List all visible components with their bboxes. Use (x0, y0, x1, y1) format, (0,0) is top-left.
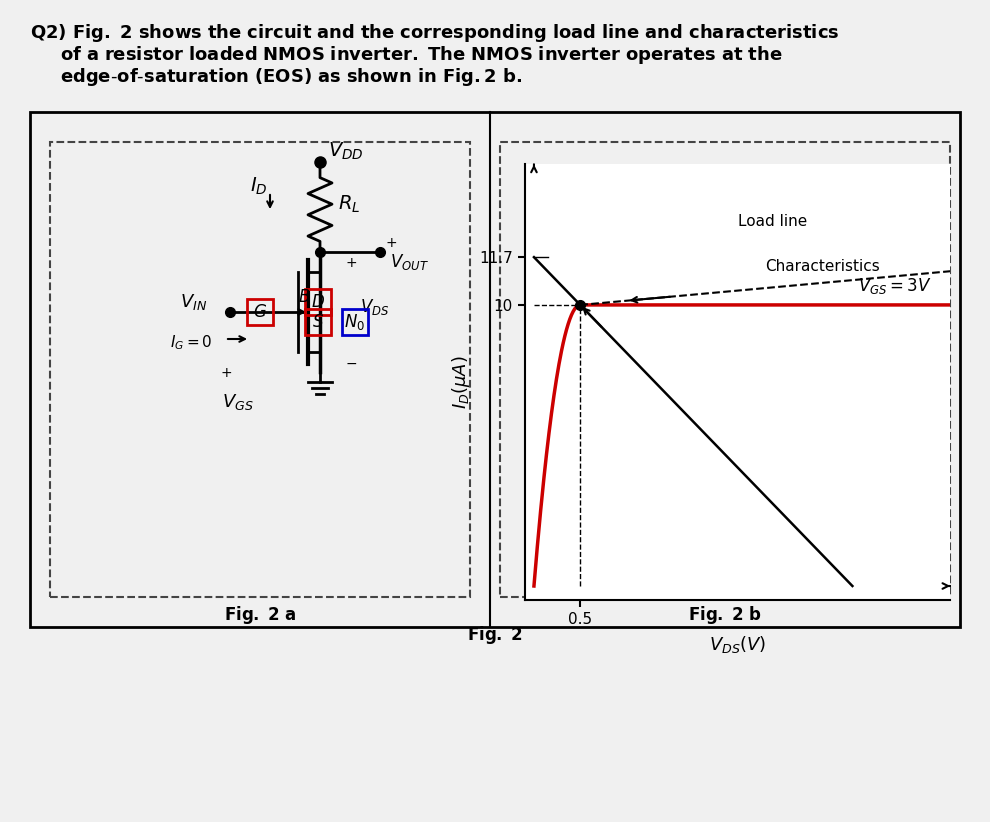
Text: $I_D$: $I_D$ (250, 176, 267, 197)
Text: Load line: Load line (738, 215, 807, 229)
Bar (500, 142, 950, 597)
Text: $V_{OUT}$: $V_{OUT}$ (390, 252, 429, 272)
Text: $\mathbf{edge\text{-}of\text{-}saturation\ (EOS)\ as\ shown\ in\ Fig.2\ b.}$: $\mathbf{edge\text{-}of\text{-}saturatio… (60, 66, 522, 88)
Text: $B$: $B$ (298, 288, 311, 306)
Bar (305, 289, 331, 315)
Text: $+$: $+$ (345, 256, 357, 270)
Text: $V_{DD}$: $V_{DD}$ (328, 141, 363, 162)
Text: $V_{GS}$: $V_{GS}$ (222, 392, 253, 412)
Y-axis label: $I_D(\mu A)$: $I_D(\mu A)$ (450, 355, 472, 409)
Text: $D$: $D$ (311, 293, 325, 311)
Bar (305, 309, 331, 335)
Text: $-$: $-$ (345, 356, 357, 370)
Bar (342, 309, 368, 335)
Text: $G$: $G$ (253, 303, 267, 321)
Text: $+$: $+$ (385, 236, 397, 250)
Bar (30, 112, 960, 627)
Text: $S$: $S$ (312, 313, 324, 331)
Text: $\mathbf{Fig.\ 2\ a}$: $\mathbf{Fig.\ 2\ a}$ (224, 604, 296, 626)
Text: $V_{GS} = 3V$: $V_{GS} = 3V$ (858, 276, 932, 296)
Text: $\mathbf{Q2)}$ $\mathbf{Fig.\ 2\ shows\ the\ circuit\ and\ the\ corresponding\ l: $\mathbf{Q2)}$ $\mathbf{Fig.\ 2\ shows\ … (30, 22, 840, 44)
Text: $\mathbf{Fig.\ 2\ b}$: $\mathbf{Fig.\ 2\ b}$ (688, 604, 762, 626)
Text: $\mathbf{Fig.\ 2}$: $\mathbf{Fig.\ 2}$ (467, 624, 523, 646)
Text: Characteristics: Characteristics (765, 259, 880, 275)
Text: $\mathbf{of\ a\ resistor\ loaded\ NMOS\ inverter.\ The\ NMOS\ inverter\ operates: $\mathbf{of\ a\ resistor\ loaded\ NMOS\ … (60, 44, 782, 66)
Bar (50, 142, 470, 597)
Text: $R_L$: $R_L$ (338, 193, 360, 215)
Bar (247, 299, 273, 325)
Text: $V_{DS}$: $V_{DS}$ (360, 297, 389, 317)
Text: $V_{IN}$: $V_{IN}$ (180, 292, 207, 312)
Text: $+$: $+$ (220, 366, 232, 380)
Text: $I_G = 0$: $I_G = 0$ (170, 333, 213, 352)
X-axis label: $V_{DS}(V)$: $V_{DS}(V)$ (709, 634, 766, 655)
Text: $N_0$: $N_0$ (345, 312, 365, 332)
